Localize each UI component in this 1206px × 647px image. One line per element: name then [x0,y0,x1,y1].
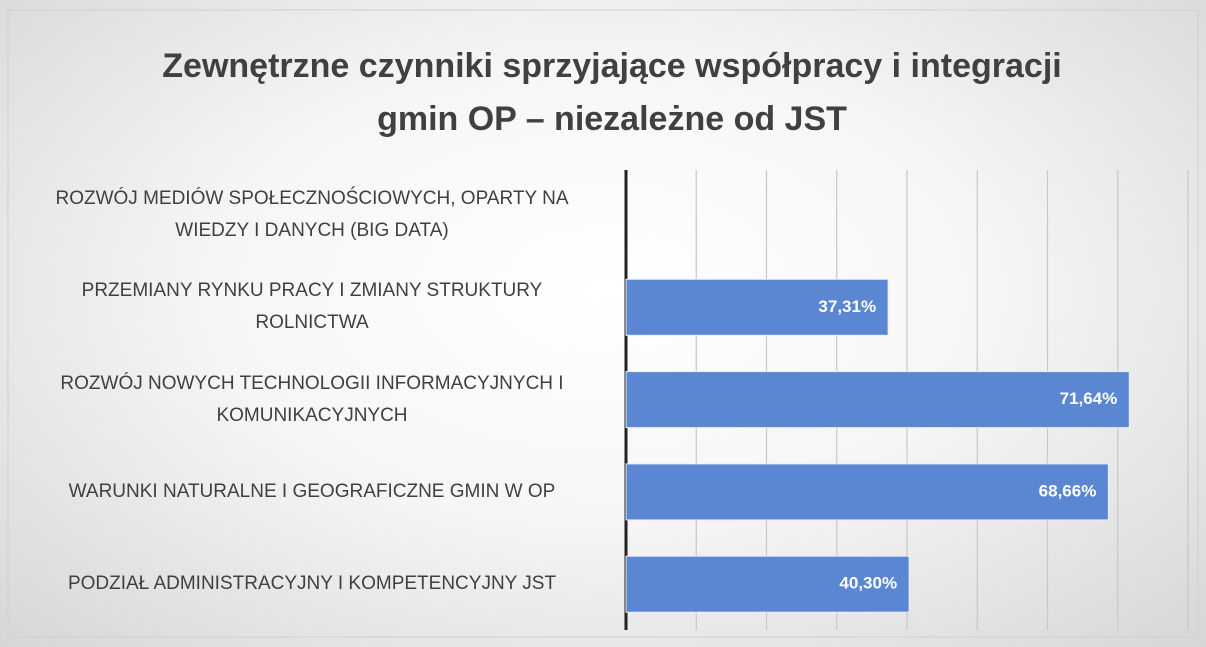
category-label: PODZIAŁ ADMINISTRACYJNY I KOMPETENCYJNY … [67,573,557,595]
chart-title: Zewnętrzne czynniki sprzyjające współpra… [162,47,1062,138]
bar [625,278,889,336]
bar [625,555,910,613]
data-label: 40,30% [839,574,897,593]
category-label: PRZEMIANY RYNKU PRACY I ZMIANY STRUKTURY… [81,280,543,334]
data-label: 71,64% [1060,389,1118,408]
category-label: WARUNKI NATURALNE I GEOGRAFICZNE GMIN W … [68,480,556,502]
category-label: ROZWÓJ MEDIÓW SPOŁECZNOŚCIOWYCH, OPARTY … [55,188,569,241]
data-label: 68,66% [1039,481,1097,500]
data-label: 37,31% [818,297,876,316]
category-label: ROZWÓJ NOWYCH TECHNOLOGII INFORMACYJNYCH… [60,372,564,426]
bar [625,371,1130,429]
bar [625,463,1109,521]
chart-frame [7,9,1199,638]
